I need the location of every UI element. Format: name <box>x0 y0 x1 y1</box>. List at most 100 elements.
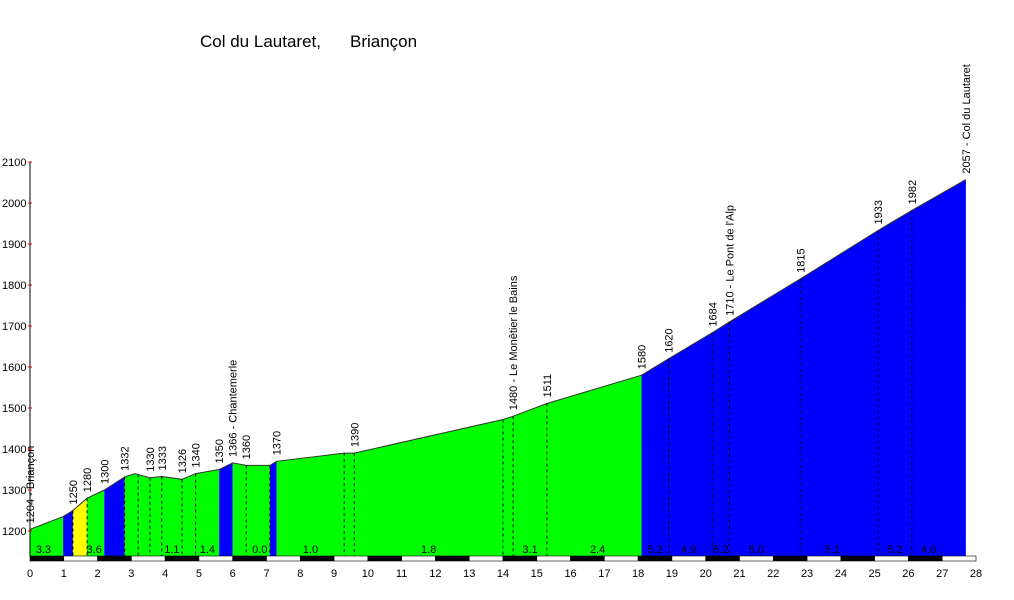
x-tick-label: 0 <box>27 568 33 580</box>
x-tick-label: 24 <box>835 568 847 580</box>
gradient-label: 1.1 <box>164 544 179 556</box>
elevation-label: 1815 <box>795 248 807 272</box>
gradient-label: 5.1 <box>825 544 840 556</box>
profile-segment <box>104 476 125 556</box>
elevation-label: 1360 <box>241 435 253 459</box>
elevation-label: 1933 <box>873 200 885 224</box>
km-scale-bar <box>941 555 977 562</box>
y-tick-label: 1700 <box>2 321 26 333</box>
x-tick-label: 18 <box>632 568 644 580</box>
x-tick-label: 11 <box>396 568 407 580</box>
km-scale-bar <box>266 555 301 562</box>
km-scale-bar <box>232 555 267 562</box>
elevation-label: 1300 <box>99 460 111 484</box>
gradient-label: 4.9 <box>681 544 696 556</box>
elevation-label: 1326 <box>177 449 189 473</box>
y-tick-label: 1200 <box>2 526 26 538</box>
gradient-label: 5.0 <box>749 544 764 556</box>
x-tick-label: 26 <box>902 568 914 580</box>
km-scale-bar <box>705 555 740 562</box>
km-scale-bar <box>806 555 842 562</box>
x-tick-label: 10 <box>362 568 374 580</box>
km-scale-bar <box>63 555 98 562</box>
profile-segment <box>641 179 966 556</box>
gradient-label: 0.0 <box>252 544 267 556</box>
km-scale-bar <box>97 555 132 562</box>
x-tick-label: 14 <box>497 568 509 580</box>
profile-segment <box>269 461 277 556</box>
x-tick-label: 23 <box>801 568 813 580</box>
x-tick-label: 28 <box>970 568 982 580</box>
elevation-label: 1332 <box>120 446 132 470</box>
gradient-label: 1.4 <box>200 544 215 556</box>
chart-title-climb: Col du Lautaret, <box>200 32 321 51</box>
y-tick-label: 2100 <box>2 157 26 169</box>
km-scale-bar <box>367 555 402 562</box>
elevation-label: 1982 <box>907 180 919 204</box>
chart-title-start: Briançon <box>350 32 418 51</box>
y-tick-label: 2000 <box>2 198 26 210</box>
y-tick-label: 1300 <box>2 485 26 497</box>
y-tick-label: 1400 <box>2 444 26 456</box>
elevation-label: 1204 - Briançon <box>25 446 37 524</box>
x-tick-label: 5 <box>196 568 202 580</box>
gradient-label: 3.6 <box>87 544 102 556</box>
x-tick-label: 15 <box>531 568 543 580</box>
km-scale-bar <box>401 555 436 562</box>
gradient-label: 5.2 <box>713 544 728 556</box>
elevation-label: 1280 <box>82 468 94 492</box>
gradient-label: 4.6 <box>921 544 936 556</box>
km-scale-bar <box>164 555 200 562</box>
profile-segment <box>276 375 642 556</box>
km-scale-bar <box>772 555 808 562</box>
elevation-label: 1333 <box>157 446 169 470</box>
elevation-label: 1250 <box>68 480 80 504</box>
x-tick-label: 4 <box>162 568 168 580</box>
elevation-label: 1684 <box>707 302 719 326</box>
km-scale-bar <box>570 555 605 562</box>
y-tick-label: 1800 <box>2 280 26 292</box>
gradient-label: 3.3 <box>36 544 51 556</box>
elevation-label: 2057 - Col du Lautaret <box>961 64 973 173</box>
elevation-label: 1620 <box>664 328 676 352</box>
gradient-label: 5.2 <box>887 544 902 556</box>
km-scale-bar <box>671 555 707 562</box>
gradient-label: 2.4 <box>590 544 605 556</box>
y-tick-label: 1500 <box>2 403 26 415</box>
km-scale-bar <box>840 555 875 562</box>
y-tick-label: 1600 <box>2 362 26 374</box>
km-scale-bar <box>739 555 774 562</box>
x-tick-label: 21 <box>733 568 745 580</box>
x-tick-label: 3 <box>128 568 134 580</box>
km-scale-bar <box>131 555 166 562</box>
x-tick-label: 8 <box>297 568 303 580</box>
x-tick-label: 25 <box>869 568 881 580</box>
elevation-label: 1350 <box>214 439 226 463</box>
elevation-label: 1511 <box>542 374 554 398</box>
x-tick-label: 1 <box>61 568 67 580</box>
km-scale-bar <box>333 555 369 562</box>
x-tick-label: 16 <box>564 568 576 580</box>
gradient-label: 1.0 <box>303 544 318 556</box>
x-tick-label: 7 <box>263 568 269 580</box>
profile-segment <box>87 490 105 556</box>
elevation-label: 1340 <box>191 443 203 467</box>
km-scale-bar <box>874 555 909 562</box>
x-tick-label: 20 <box>700 568 712 580</box>
x-tick-label: 27 <box>936 568 948 580</box>
km-scale-bar <box>29 555 65 562</box>
x-tick-label: 22 <box>767 568 779 580</box>
gradient-label: 5.2 <box>647 544 662 556</box>
gradient-label: 3.1 <box>522 544 537 556</box>
km-scale-bar <box>299 555 335 562</box>
x-tick-label: 13 <box>463 568 475 580</box>
profile-segment <box>232 462 270 556</box>
km-scale-bar <box>908 555 943 562</box>
elevation-label: 1370 <box>272 431 284 455</box>
km-scale-bar <box>637 555 673 562</box>
elevation-label: 1366 - Chantemerle <box>228 360 240 457</box>
elevation-label: 1580 <box>637 345 649 369</box>
km-scale-bar <box>198 555 234 562</box>
km-scale-bar <box>502 555 538 562</box>
